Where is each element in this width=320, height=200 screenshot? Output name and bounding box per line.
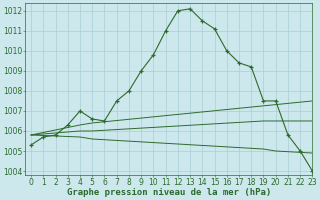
X-axis label: Graphe pression niveau de la mer (hPa): Graphe pression niveau de la mer (hPa) [67,188,271,197]
